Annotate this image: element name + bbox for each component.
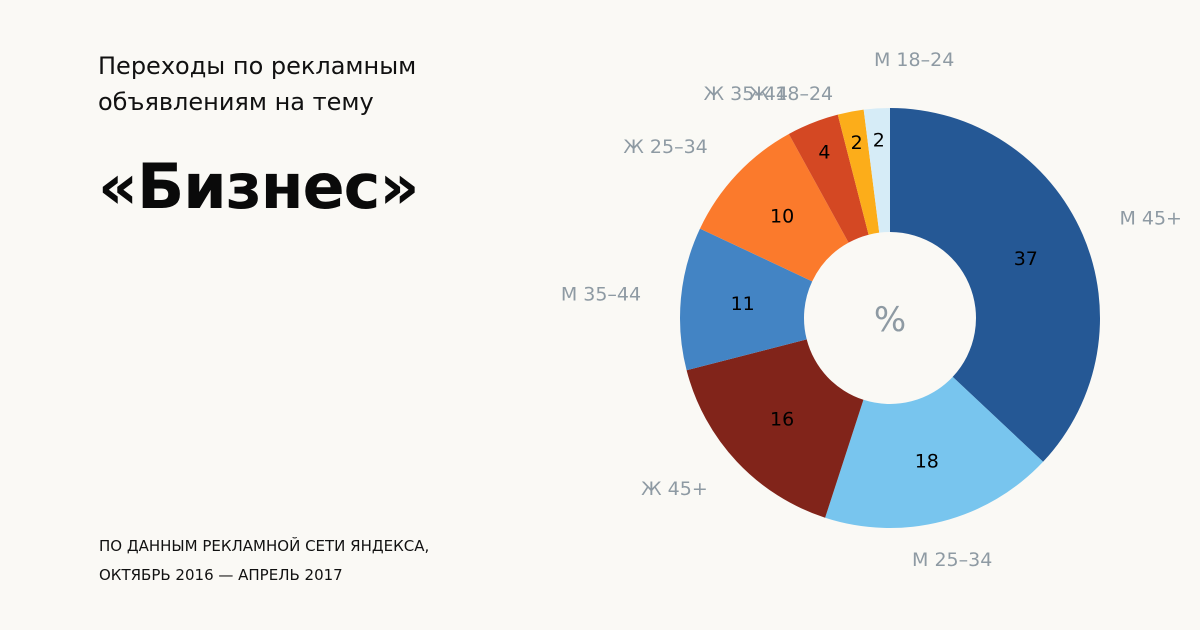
value-label-м-18-24: 2 [873, 129, 885, 151]
value-label-м-45: 37 [1014, 248, 1038, 270]
slice-м-45 [890, 108, 1100, 462]
center-unit-label: % [874, 300, 906, 340]
slice-ж-35-44 [788, 114, 869, 243]
chart-subtitle: Переходы по рекламным объявлениям на тем… [98, 48, 518, 120]
value-label-ж-18-24: 2 [851, 132, 863, 154]
slice-м-25-34 [825, 376, 1044, 528]
slice-м-35-44 [680, 228, 813, 371]
category-label-м-25-34: М 25–34 [912, 549, 992, 571]
source-note: ПО ДАННЫМ РЕКЛАМНОЙ СЕТИ ЯНДЕКСА, ОКТЯБР… [99, 532, 429, 590]
category-label-м-45: М 45+ [1119, 208, 1182, 230]
value-label-ж-45: 16 [770, 408, 794, 430]
category-label-ж-18-24: Ж 18–24 [749, 83, 833, 105]
subtitle-line-1: Переходы по рекламным [98, 52, 417, 80]
slice-ж-45 [686, 339, 864, 518]
subtitle-line-2: объявлениям на тему [98, 88, 374, 116]
value-label-м-25-34: 18 [915, 450, 939, 472]
slice-ж-18-24 [837, 109, 880, 235]
category-label-м-18-24: М 18–24 [874, 49, 954, 71]
value-label-ж-35-44: 4 [818, 141, 830, 163]
category-label-м-35-44: М 35–44 [561, 283, 641, 305]
chart-title: «Бизнес» [98, 150, 419, 223]
category-label-ж-35-44: Ж 35–44 [704, 83, 788, 105]
slice-м-18-24 [863, 108, 890, 233]
source-line-1: ПО ДАННЫМ РЕКЛАМНОЙ СЕТИ ЯНДЕКСА, [99, 537, 430, 555]
category-label-ж-45: Ж 45+ [641, 478, 708, 500]
value-label-м-35-44: 11 [731, 293, 755, 315]
slice-ж-25-34 [699, 133, 849, 282]
source-line-2: ОКТЯБРЬ 2016 — АПРЕЛЬ 2017 [99, 566, 343, 584]
category-label-ж-25-34: Ж 25–34 [623, 136, 707, 158]
value-label-ж-25-34: 10 [770, 206, 794, 228]
